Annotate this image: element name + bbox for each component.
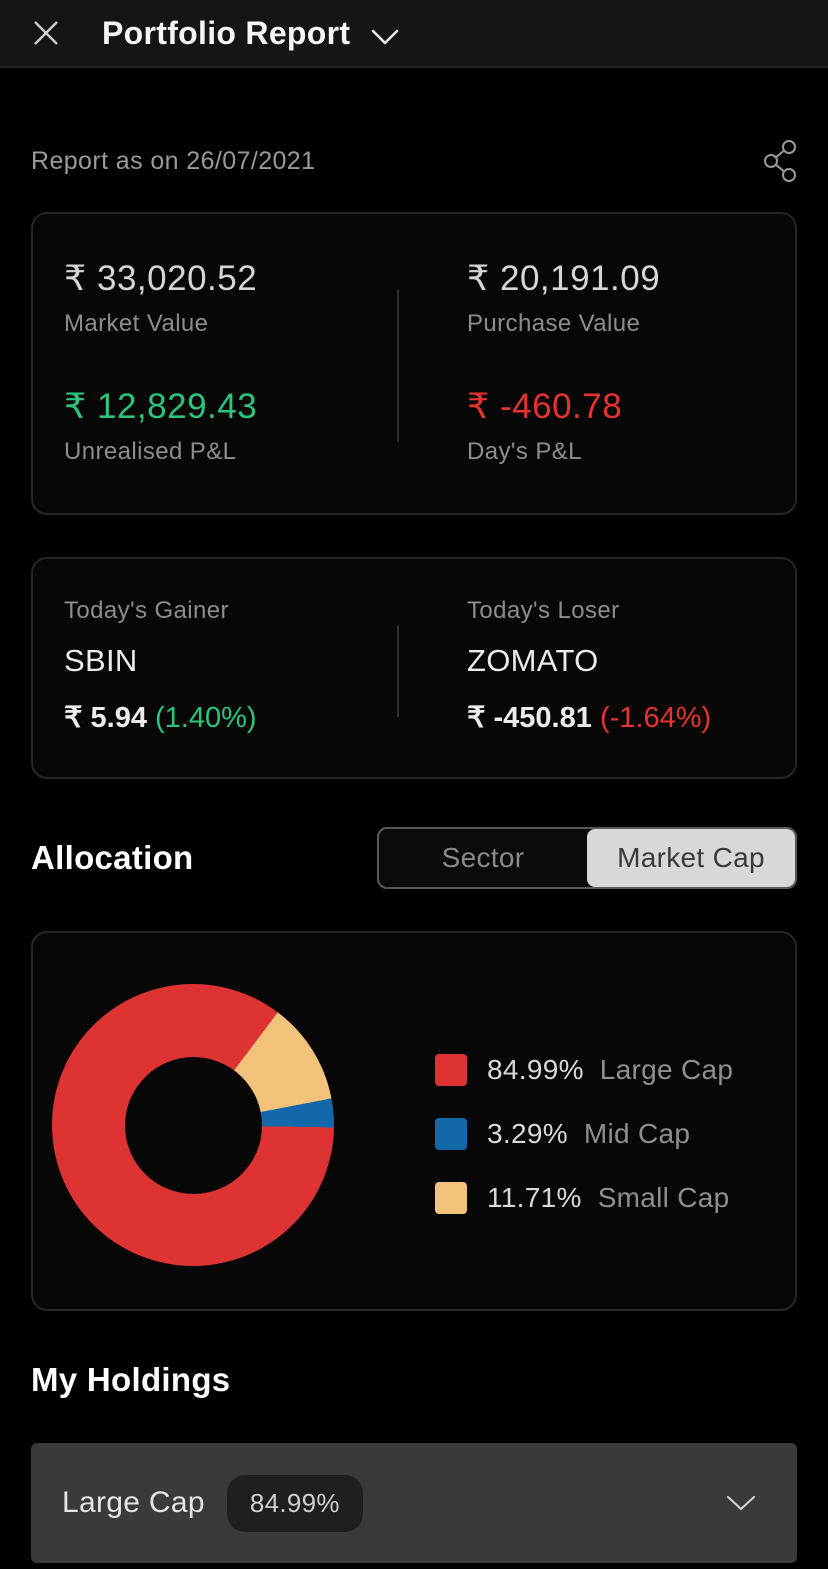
- chevron-down-icon[interactable]: [725, 1494, 757, 1512]
- legend-item-small-cap: 11.71% Small Cap: [435, 1182, 733, 1214]
- market-value: ₹ 33,020.52: [64, 259, 258, 298]
- unrealised-pnl: ₹ 12,829.43: [64, 387, 258, 426]
- chevron-down-icon[interactable]: [370, 28, 400, 46]
- gainer-change: ₹ 5.94 (1.40%): [64, 702, 257, 734]
- share-icon: [763, 138, 797, 184]
- purchase-value-label: Purchase Value: [467, 310, 641, 337]
- allocation-chart-card: 84.99% Large Cap 3.29% Mid Cap 11.71% Sm…: [31, 931, 797, 1311]
- gainer-change-pct: (1.40%): [155, 702, 257, 734]
- legend-label: Small Cap: [597, 1182, 730, 1213]
- holding-percent-badge: 84.99%: [226, 1474, 363, 1532]
- vertical-divider: [397, 625, 399, 717]
- holding-label: Large Cap: [62, 1486, 205, 1519]
- legend-item-mid-cap: 3.29% Mid Cap: [435, 1118, 733, 1150]
- todays-loser-cell: Today's Loser ZOMATO ₹ -450.81 (-1.64%): [467, 597, 795, 735]
- top-app-bar: Portfolio Report: [0, 0, 828, 68]
- chart-legend: 84.99% Large Cap 3.29% Mid Cap 11.71% Sm…: [435, 1054, 733, 1246]
- allocation-toggle: Sector Market Cap: [377, 827, 797, 889]
- report-date-row: Report as on 26/07/2021: [31, 140, 797, 182]
- legend-item-large-cap: 84.99% Large Cap: [435, 1054, 733, 1086]
- todays-gainer-cell: Today's Gainer SBIN ₹ 5.94 (1.40%): [64, 597, 467, 735]
- purchase-value: ₹ 20,191.09: [467, 259, 661, 298]
- toggle-option-sector[interactable]: Sector: [441, 842, 525, 873]
- market-value-cell: ₹ 33,020.52 Market Value ₹ 12,829.43 Unr…: [64, 258, 467, 466]
- legend-pct: 11.71%: [487, 1182, 582, 1213]
- legend-pct: 3.29%: [487, 1118, 568, 1149]
- gainer-symbol: SBIN: [64, 643, 138, 678]
- loser-change-pct: (-1.64%): [599, 702, 712, 734]
- market-value-label: Market Value: [64, 310, 209, 337]
- close-button[interactable]: [31, 18, 61, 48]
- unrealised-pnl-label: Unrealised P&L: [64, 438, 237, 465]
- loser-label: Today's Loser: [467, 597, 620, 624]
- legend-label: Mid Cap: [583, 1118, 691, 1149]
- purchase-value-cell: ₹ 20,191.09 Purchase Value ₹ -460.78 Day…: [467, 258, 795, 466]
- days-pnl-label: Day's P&L: [467, 438, 582, 465]
- gainer-label: Today's Gainer: [64, 597, 229, 624]
- donut-hole: [124, 1056, 262, 1194]
- share-button[interactable]: [763, 138, 797, 184]
- legend-pct: 84.99%: [487, 1054, 584, 1085]
- toggle-option-market-cap[interactable]: Market Cap: [587, 829, 795, 887]
- holdings-row-large-cap[interactable]: Large Cap 84.99%: [31, 1443, 797, 1563]
- loser-change: ₹ -450.81 (-1.64%): [467, 702, 712, 734]
- my-holdings-heading: My Holdings: [31, 1361, 231, 1398]
- legend-swatch-small-cap: [435, 1182, 467, 1214]
- report-as-on-date: Report as on 26/07/2021: [31, 146, 316, 175]
- legend-label: Large Cap: [599, 1054, 734, 1085]
- legend-swatch-large-cap: [435, 1054, 467, 1086]
- portfolio-summary-card: ₹ 33,020.52 Market Value ₹ 12,829.43 Unr…: [31, 212, 797, 515]
- legend-swatch-mid-cap: [435, 1118, 467, 1150]
- loser-symbol: ZOMATO: [467, 643, 599, 678]
- donut-chart[interactable]: [52, 984, 334, 1266]
- vertical-divider: [397, 290, 399, 442]
- page-title[interactable]: Portfolio Report: [102, 14, 351, 51]
- allocation-heading: Allocation: [31, 839, 194, 876]
- movers-card: Today's Gainer SBIN ₹ 5.94 (1.40%) Today…: [31, 557, 797, 779]
- days-pnl: ₹ -460.78: [467, 387, 623, 426]
- allocation-header-row: Allocation Sector Market Cap: [31, 827, 797, 889]
- close-icon: [32, 19, 60, 47]
